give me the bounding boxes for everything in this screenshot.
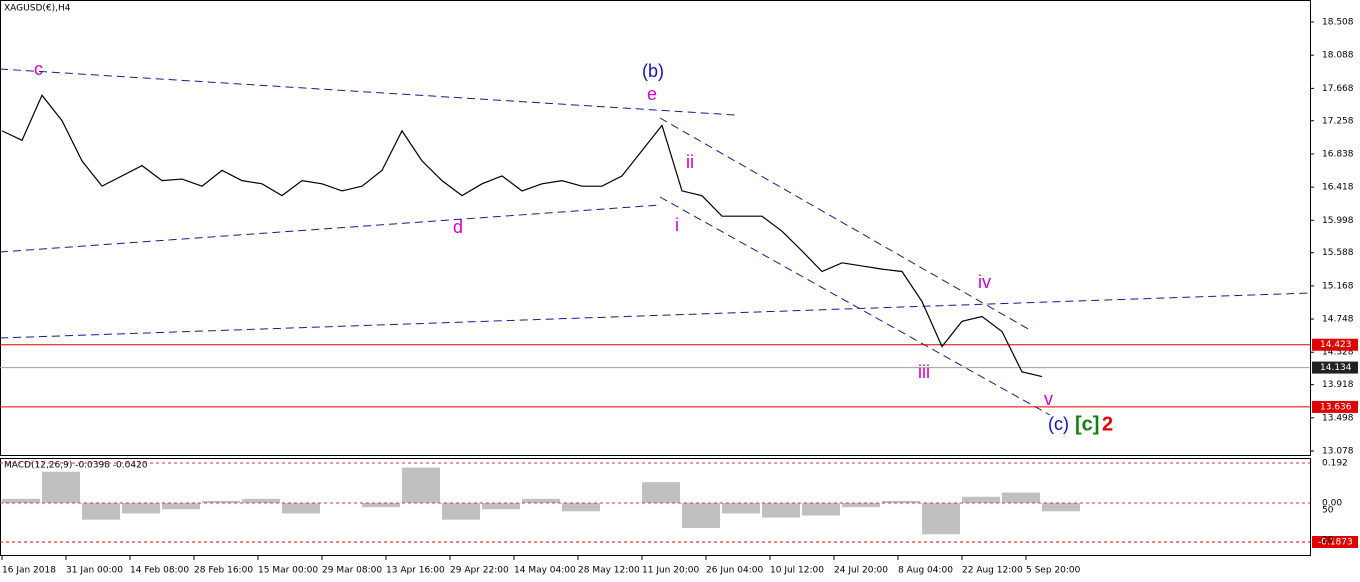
macd-bar bbox=[42, 471, 80, 503]
macd-frame bbox=[0, 458, 1311, 556]
time-tick-label: 10 Jul 12:00 bbox=[770, 566, 824, 576]
macd-bar bbox=[722, 503, 760, 514]
macd-bar bbox=[82, 503, 120, 520]
wave-label: (c) bbox=[1048, 414, 1069, 434]
wave-label: e bbox=[647, 84, 657, 104]
macd-bar bbox=[1002, 492, 1040, 503]
macd-bar bbox=[562, 503, 600, 512]
macd-bar bbox=[802, 503, 840, 516]
time-tick-label: 31 Jan 00:00 bbox=[66, 566, 123, 576]
trend-line bbox=[0, 292, 1311, 339]
side-label: 20 bbox=[1322, 536, 1334, 546]
price-tick-label: 14.748 bbox=[1322, 315, 1354, 325]
macd-bar bbox=[962, 496, 1000, 503]
macd-bar bbox=[762, 503, 800, 518]
price-tick-label: 15.998 bbox=[1322, 216, 1354, 226]
macd-bar bbox=[642, 482, 680, 503]
macd-bar bbox=[442, 503, 480, 520]
wave-label: 2 bbox=[1102, 413, 1113, 435]
price-tick-label: 15.168 bbox=[1322, 281, 1354, 291]
time-tick-label: 28 Feb 16:00 bbox=[194, 566, 253, 576]
macd-bar bbox=[922, 503, 960, 535]
wave-label: c bbox=[34, 59, 43, 79]
macd-label: MACD(12,26,9) -0.0398 -0.0420 bbox=[4, 461, 148, 471]
macd-bar bbox=[1042, 503, 1080, 512]
wave-label: d bbox=[453, 217, 463, 237]
macd-bar bbox=[202, 500, 240, 503]
time-tick-label: 22 Aug 12:00 bbox=[962, 566, 1023, 576]
price-tick-label: 17.258 bbox=[1322, 116, 1354, 126]
price-level-label: 13.636 bbox=[1320, 402, 1352, 412]
main-frame bbox=[0, 0, 1311, 456]
macd-level-label: -0.1873 bbox=[1318, 538, 1353, 548]
macd-bar bbox=[282, 503, 320, 514]
macd-tick-label: 0.00 bbox=[1322, 499, 1342, 509]
macd-bar bbox=[482, 503, 520, 510]
time-tick-label: 24 Jul 20:00 bbox=[834, 566, 888, 576]
price-tick-label: 13.498 bbox=[1322, 413, 1354, 423]
wave-label: (b) bbox=[642, 61, 664, 81]
wave-label: v bbox=[1044, 389, 1053, 409]
time-tick-label: 11 Jun 20:00 bbox=[642, 566, 699, 576]
time-tick-label: 13 Apr 16:00 bbox=[386, 566, 445, 576]
macd-bar bbox=[2, 498, 40, 503]
time-tick-label: 14 Feb 08:00 bbox=[130, 566, 189, 576]
wave-label: iii bbox=[918, 362, 930, 382]
time-tick-label: 8 Aug 04:00 bbox=[898, 566, 953, 576]
trend-line bbox=[659, 117, 1031, 331]
macd-bar bbox=[522, 498, 560, 503]
time-tick-label: 5 Sep 20:00 bbox=[1026, 566, 1081, 576]
time-tick-label: 15 Mar 00:00 bbox=[258, 566, 318, 576]
macd-bar bbox=[882, 500, 920, 503]
side-label: 50 bbox=[1322, 506, 1334, 516]
wave-label: [c] bbox=[1075, 413, 1099, 435]
time-tick-label: 14 May 04:00 bbox=[514, 566, 576, 576]
macd-bar bbox=[842, 503, 880, 508]
price-tick-label: 15.588 bbox=[1322, 248, 1354, 258]
price-tick-label: 16.418 bbox=[1322, 183, 1354, 193]
trend-line bbox=[0, 68, 736, 116]
macd-bar bbox=[122, 503, 160, 514]
macd-bar bbox=[242, 498, 280, 503]
macd-tick-label: 0.192 bbox=[1322, 459, 1348, 469]
macd-bar bbox=[162, 503, 200, 510]
macd-bar bbox=[402, 467, 440, 503]
time-tick-label: 26 Jun 04:00 bbox=[706, 566, 763, 576]
time-tick-label: 16 Jan 2018 bbox=[2, 566, 56, 576]
price-tick-label: 18.088 bbox=[1322, 51, 1354, 61]
trend-line bbox=[659, 196, 1051, 416]
macd-bar bbox=[362, 503, 400, 508]
price-tick-label: 14.328 bbox=[1322, 348, 1354, 358]
price-level-tag bbox=[1312, 361, 1358, 374]
trend-line bbox=[0, 204, 661, 253]
price-tick-label: 17.668 bbox=[1322, 84, 1354, 94]
price-tick-label: 13.918 bbox=[1322, 380, 1354, 390]
price-level-label: 14.423 bbox=[1320, 340, 1352, 350]
wave-label: i bbox=[675, 215, 679, 235]
price-tick-label: 13.078 bbox=[1322, 447, 1354, 457]
trend-lines bbox=[0, 68, 1311, 416]
price-tick-label: 16.838 bbox=[1322, 149, 1354, 159]
price-level-tag bbox=[1312, 338, 1358, 351]
macd-level-tag bbox=[1312, 536, 1358, 549]
wave-label: iv bbox=[978, 272, 991, 292]
wave-label: ii bbox=[686, 152, 694, 172]
price-level-label: 14.134 bbox=[1320, 363, 1352, 373]
symbol-label: XAGUSD(€),H4 bbox=[4, 4, 71, 14]
price-line bbox=[1, 94, 1043, 378]
time-tick-label: 29 Apr 22:00 bbox=[450, 566, 509, 576]
time-tick-label: 28 May 12:00 bbox=[578, 566, 640, 576]
macd-bar bbox=[682, 503, 720, 528]
price-level-tag bbox=[1312, 400, 1358, 413]
price-tick-label: 18.508 bbox=[1322, 18, 1354, 28]
time-tick-label: 29 Mar 08:00 bbox=[322, 566, 382, 576]
